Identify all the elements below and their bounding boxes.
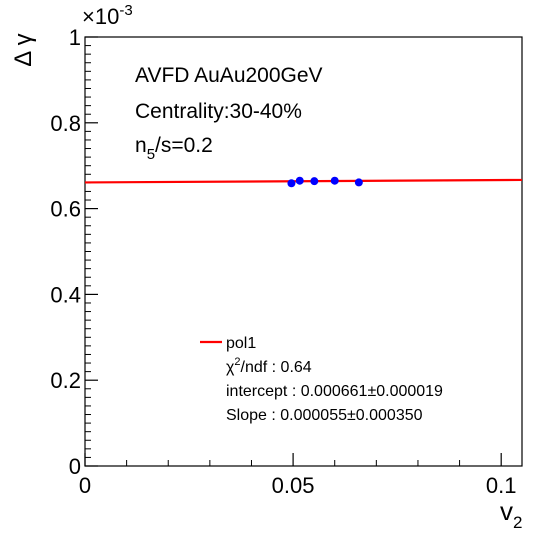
y-tick-label: 0.4 [50, 282, 81, 307]
data-point [330, 176, 339, 185]
annotation-line1: AVFD AuAu200GeV [135, 64, 323, 87]
x-tick-label: 0.05 [272, 473, 315, 498]
legend-intercept: intercept : 0.000661±0.000019 [226, 383, 443, 400]
legend: pol1 χ2/ndf : 0.64 intercept : 0.000661±… [200, 335, 443, 424]
y-tick-labels: 0 0.2 0.4 0.6 0.8 1 [50, 25, 81, 479]
y-tick-label: 0.6 [50, 197, 81, 222]
y-multiplier: ×10-3 [82, 2, 133, 29]
x-axis-label: v2 [500, 496, 522, 532]
legend-slope: Slope : 0.000055±0.000350 [226, 407, 423, 424]
annotation-line2: Centrality:30-40% [135, 100, 302, 123]
y-tick-label: 1 [69, 25, 81, 50]
data-point [354, 178, 363, 187]
x-tick-labels: 0 0.05 0.1 [79, 473, 517, 498]
y-tick-label: 0 [69, 454, 81, 479]
data-point [295, 176, 304, 185]
x-major-ticks [84, 453, 502, 466]
y-minor-ticks [85, 45, 91, 458]
x-minor-ticks [126, 460, 461, 466]
x-tick-label: 0.1 [486, 473, 517, 498]
y-axis-label: Δ γ [10, 33, 37, 66]
annotation-line3: n5/s=0.2 [135, 134, 213, 163]
data-point [287, 179, 296, 188]
y-tick-label: 0.8 [50, 111, 81, 136]
data-point [310, 177, 319, 186]
y-tick-label: 0.2 [50, 368, 81, 393]
data-points [287, 176, 363, 188]
legend-chi2: χ2/ndf : 0.64 [226, 356, 312, 376]
legend-entry: pol1 [226, 335, 256, 352]
x-tick-label: 0 [79, 473, 91, 498]
y-major-ticks [85, 36, 98, 467]
